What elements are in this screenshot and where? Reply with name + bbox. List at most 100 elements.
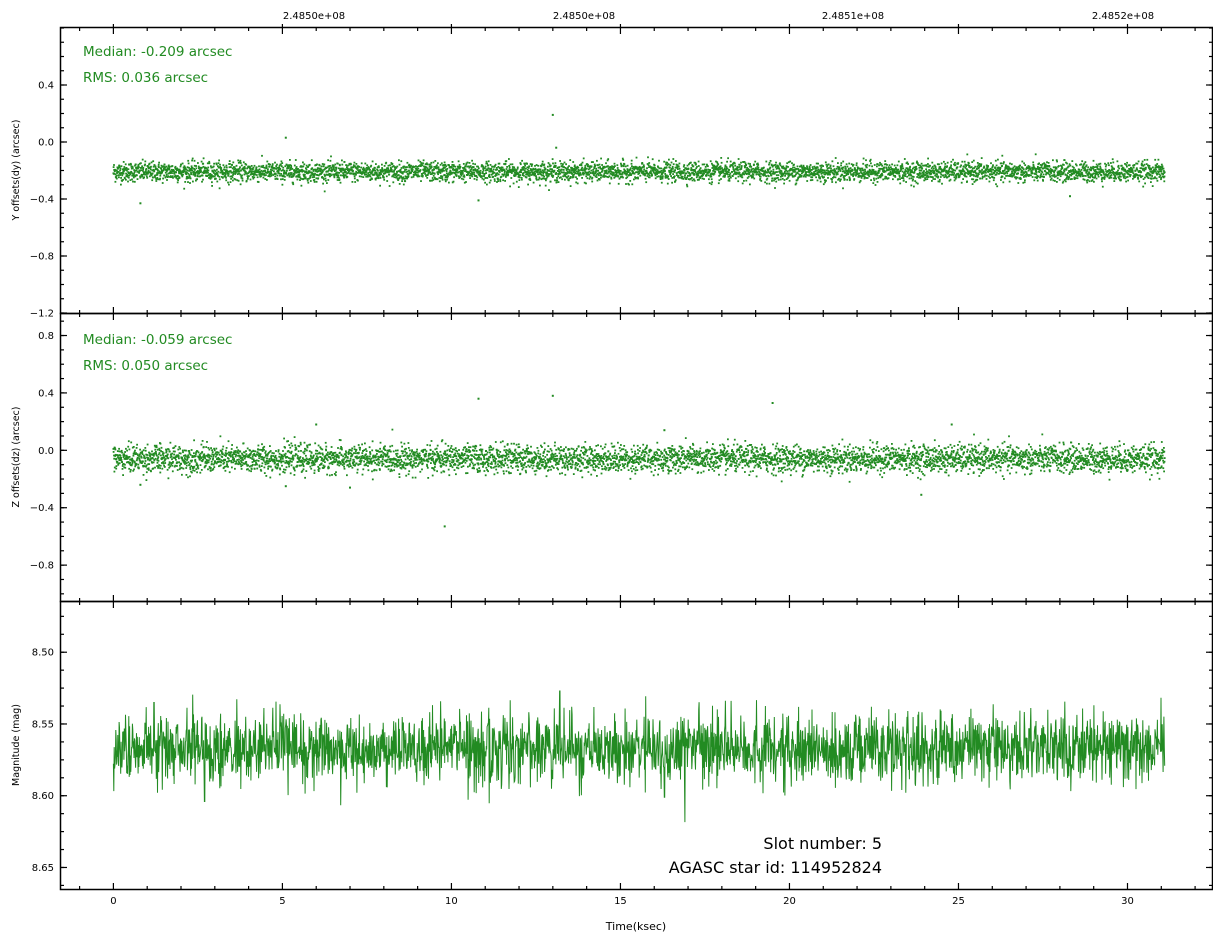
data-point <box>724 164 727 167</box>
data-point <box>737 158 740 160</box>
data-point <box>497 173 500 176</box>
data-point <box>832 165 835 168</box>
data-point <box>202 157 205 160</box>
data-point <box>808 174 811 177</box>
data-point <box>769 166 772 169</box>
data-point <box>241 174 243 177</box>
data-point <box>133 172 135 175</box>
data-point <box>330 167 333 169</box>
data-point <box>869 173 872 176</box>
data-point <box>971 170 974 172</box>
data-point <box>802 168 804 170</box>
data-point <box>388 185 391 187</box>
data-point <box>422 162 424 165</box>
data-point <box>1072 170 1075 172</box>
data-point <box>530 165 533 167</box>
data-point <box>1067 165 1070 168</box>
data-point <box>664 170 666 172</box>
data-point <box>723 174 725 177</box>
data-point <box>1002 162 1005 165</box>
data-point <box>417 159 420 162</box>
data-point <box>865 166 868 169</box>
data-point <box>350 172 353 175</box>
data-point <box>487 167 490 170</box>
data-point <box>545 172 547 175</box>
data-point <box>561 178 563 181</box>
data-point <box>477 165 479 168</box>
data-point <box>1014 171 1017 174</box>
data-point <box>760 180 763 182</box>
data-point <box>630 162 633 165</box>
data-point <box>1094 169 1097 171</box>
data-point <box>189 177 192 180</box>
data-point <box>425 166 428 169</box>
data-point <box>858 175 861 178</box>
data-point <box>957 162 960 164</box>
data-point <box>367 172 370 174</box>
data-point <box>887 166 890 169</box>
data-point <box>744 162 747 165</box>
data-point <box>581 161 584 164</box>
data-point <box>436 171 439 174</box>
data-point <box>285 172 288 175</box>
data-point <box>753 177 756 180</box>
data-point <box>1036 176 1038 179</box>
data-point <box>540 171 543 174</box>
data-point <box>779 178 782 181</box>
data-point <box>657 172 659 174</box>
data-point <box>1046 168 1049 170</box>
data-point <box>263 166 266 169</box>
data-point <box>1082 178 1085 181</box>
data-point <box>177 179 179 182</box>
data-point <box>697 172 700 175</box>
data-point <box>812 168 814 170</box>
data-point <box>325 167 327 170</box>
data-point <box>327 159 329 162</box>
data-point <box>609 165 612 168</box>
data-point <box>552 174 555 177</box>
data-point <box>709 160 712 163</box>
data-point <box>214 178 216 180</box>
data-point <box>305 168 308 171</box>
data-point <box>788 169 791 172</box>
data-point <box>958 175 961 178</box>
data-point <box>1113 168 1115 170</box>
data-point <box>348 163 351 166</box>
data-point <box>889 168 891 171</box>
data-point <box>1030 174 1032 177</box>
data-point <box>446 168 449 170</box>
data-point <box>1101 185 1104 188</box>
data-point <box>631 183 634 186</box>
data-point <box>185 168 188 171</box>
data-point <box>525 172 528 174</box>
data-point <box>565 167 568 170</box>
data-point <box>875 173 878 176</box>
data-point <box>1016 168 1019 170</box>
data-point <box>994 174 997 176</box>
data-point <box>501 173 504 176</box>
data-point <box>703 178 705 180</box>
data-point <box>665 174 668 177</box>
data-point <box>974 171 976 173</box>
data-point <box>318 164 321 167</box>
data-point <box>301 170 304 173</box>
data-point <box>264 178 267 180</box>
data-point <box>639 169 641 171</box>
data-point <box>385 171 387 174</box>
data-point <box>845 163 848 166</box>
data-point <box>963 160 966 163</box>
data-point <box>456 168 459 171</box>
data-point <box>741 174 743 176</box>
data-point <box>567 175 570 177</box>
data-point <box>1001 172 1004 174</box>
data-point <box>1019 176 1022 179</box>
data-point <box>817 171 820 174</box>
data-point <box>990 168 993 171</box>
data-point <box>1095 173 1097 176</box>
data-point <box>558 168 560 171</box>
data-point <box>1022 181 1025 184</box>
data-point <box>726 167 729 170</box>
data-point <box>929 164 931 167</box>
data-point <box>485 172 487 174</box>
data-point <box>429 179 432 182</box>
